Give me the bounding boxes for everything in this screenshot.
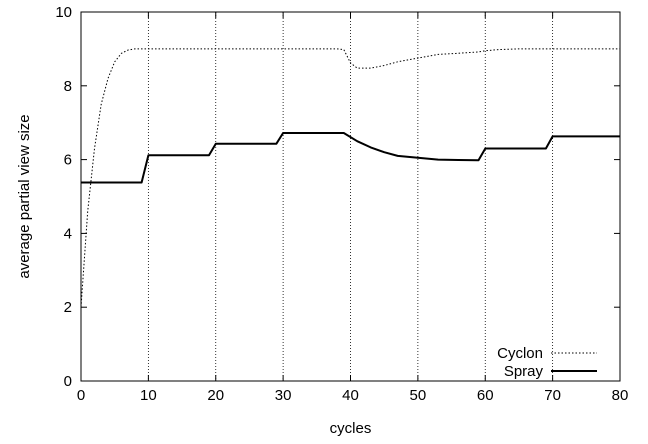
x-tick-label: 10 <box>140 387 157 404</box>
x-tick-label: 30 <box>275 387 292 404</box>
y-tick-label: 10 <box>55 4 72 21</box>
x-axis-label: cycles <box>330 420 372 437</box>
legend: Cyclon Spray <box>497 345 597 380</box>
y-tick-label: 6 <box>64 152 72 169</box>
axis-ticks: 0 10 20 30 40 50 60 70 80 0 2 4 6 8 10 <box>55 4 628 404</box>
x-tick-label: 80 <box>612 387 629 404</box>
legend-label-cyclon: Cyclon <box>497 345 543 362</box>
y-tick-label: 2 <box>64 299 72 316</box>
y-tick-label: 4 <box>64 225 72 242</box>
plot-frame <box>80 11 621 382</box>
plot-lines <box>80 48 620 308</box>
legend-label-spray: Spray <box>504 363 544 380</box>
y-axis-label: average partial view size <box>16 114 33 278</box>
grid-lines <box>147 12 554 381</box>
series-line-cyclon <box>80 48 620 308</box>
x-tick-label: 0 <box>77 387 85 404</box>
x-tick-label: 40 <box>342 387 359 404</box>
y-tick-label: 0 <box>64 373 72 390</box>
x-tick-label: 60 <box>477 387 494 404</box>
y-tick-label: 8 <box>64 78 72 95</box>
x-tick-label: 50 <box>410 387 427 404</box>
x-tick-label: 70 <box>544 387 561 404</box>
series-line-spray <box>81 132 620 184</box>
x-tick-label: 20 <box>207 387 224 404</box>
